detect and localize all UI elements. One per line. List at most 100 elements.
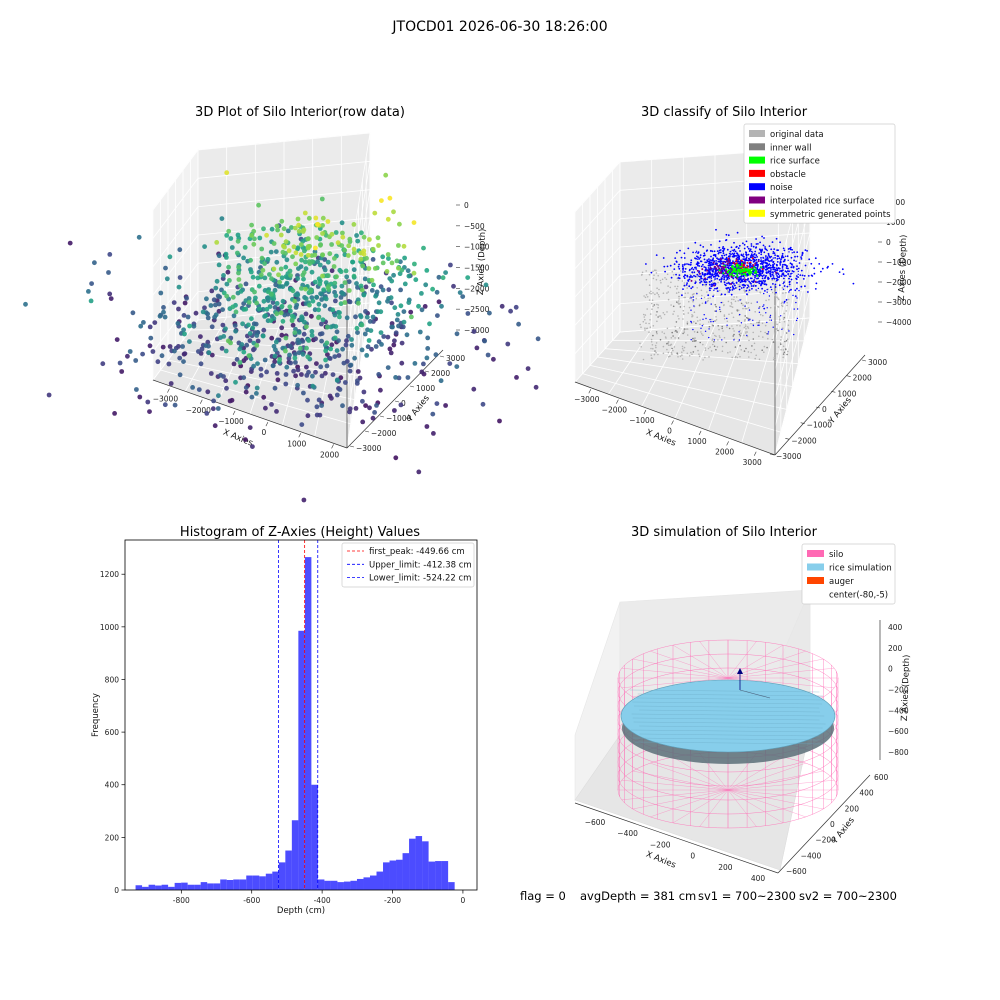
- scatter-point: [220, 307, 226, 312]
- scatter-point-rice: [729, 273, 732, 276]
- scatter-point-noise: [725, 253, 728, 256]
- scatter-point-noise: [732, 249, 735, 252]
- scatter-point-original: [666, 292, 668, 294]
- scatter-point-noise: [710, 255, 712, 258]
- scatter-point-original: [747, 351, 750, 353]
- scatter-point-noise: [695, 268, 698, 270]
- scatter-point: [223, 348, 229, 354]
- scatter-point: [259, 246, 265, 252]
- scatter-point: [161, 305, 166, 310]
- scatter-point: [86, 289, 91, 294]
- scatter-point: [372, 410, 377, 415]
- scatter-point: [385, 252, 391, 257]
- scatter-point: [272, 385, 278, 391]
- scatter-point-original: [758, 320, 761, 322]
- scatter-point-original: [712, 281, 714, 284]
- scatter-point-rice: [737, 268, 740, 271]
- grid-line: [574, 232, 811, 371]
- scatter-point: [480, 401, 486, 407]
- scatter-point: [273, 339, 279, 345]
- scatter-point-original: [707, 347, 710, 350]
- scatter-point: [107, 252, 113, 257]
- scatter-point-noise: [761, 277, 764, 280]
- y-tick: [379, 415, 385, 418]
- scatter-point-original: [696, 287, 698, 289]
- scatter-point: [345, 333, 351, 339]
- scatter-point-noise: [778, 257, 781, 260]
- scatter-point-noise: [736, 231, 739, 234]
- scatter-point-original: [719, 336, 721, 339]
- histogram-bar: [278, 862, 286, 890]
- scatter-point-noise: [735, 255, 738, 257]
- scatter-point-original: [682, 349, 685, 352]
- scatter-point-original: [650, 302, 653, 305]
- scatter-point: [119, 369, 125, 374]
- scatter-point-original: [672, 313, 674, 315]
- scatter-point-interp: [722, 262, 725, 265]
- scatter-point: [287, 343, 293, 349]
- scatter-point-original: [787, 298, 790, 301]
- scatter-point: [293, 292, 299, 298]
- scatter-point: [355, 238, 361, 244]
- scatter-point-noise: [756, 281, 759, 283]
- scatter-point-original: [652, 292, 654, 294]
- scatter-point-noise: [690, 259, 693, 262]
- scatter-point-original: [652, 277, 655, 280]
- scatter-point-noise: [724, 258, 727, 261]
- scatter-point-original: [745, 328, 747, 330]
- scatter-point-original: [723, 336, 726, 339]
- scatter-point: [145, 399, 151, 405]
- scatter-point: [248, 269, 254, 275]
- legend-swatch: [749, 169, 765, 177]
- scatter-point-rice: [750, 268, 753, 270]
- scatter-point-original: [732, 316, 735, 319]
- scatter-point-original: [771, 279, 773, 282]
- scatter-point: [425, 335, 431, 341]
- scatter-point: [327, 251, 333, 257]
- y-tick: [424, 370, 430, 373]
- scatter-point: [261, 298, 267, 304]
- scatter-point-noise: [735, 245, 738, 248]
- x-tick-label: −600: [585, 818, 606, 827]
- scatter-point: [303, 286, 308, 292]
- scatter-point-wall: [785, 348, 787, 351]
- scatter-point: [433, 352, 439, 358]
- scatter-point: [226, 228, 232, 234]
- scatter-point-original: [684, 296, 686, 299]
- scatter-point-original: [685, 328, 687, 330]
- scatter-point-original: [780, 349, 782, 351]
- scatter-point-noise: [750, 254, 752, 257]
- scatter-point-original: [732, 327, 734, 330]
- scatter-point: [361, 292, 367, 298]
- scatter-point-noise: [755, 285, 757, 287]
- scatter-point-noise: [772, 252, 774, 255]
- panel3-histogram: -800 -600 -400 -200 0020040060080010001200De…: [91, 539, 478, 916]
- scatter-point-original: [752, 323, 754, 326]
- scatter-point: [372, 210, 378, 216]
- scatter-point-original: [648, 292, 651, 294]
- scatter-point: [193, 310, 199, 316]
- scatter-point: [243, 281, 249, 287]
- silo-spoke: [650, 789, 729, 818]
- scatter-point: [343, 268, 349, 274]
- scatter-point-noise: [807, 275, 810, 277]
- scatter-point: [305, 397, 310, 403]
- scatter-point: [181, 359, 186, 364]
- scatter-point: [313, 336, 318, 342]
- scatter-point: [398, 402, 404, 408]
- scatter-point-rice: [746, 267, 749, 270]
- scatter-point-noise: [664, 270, 666, 273]
- silo-spoke: [727, 756, 784, 791]
- scatter-point-noise: [723, 254, 726, 257]
- scatter-point: [181, 313, 187, 318]
- scatter-point-noise: [726, 274, 728, 277]
- scatter-point-original: [669, 286, 672, 289]
- scatter-point-obstacle: [742, 263, 745, 266]
- scatter-point-noise: [799, 274, 802, 276]
- rice-mesh-line: [632, 737, 820, 741]
- histogram-bar: [252, 875, 260, 890]
- scatter-point-original: [763, 345, 766, 348]
- scatter-point: [394, 317, 400, 323]
- y-tick: [785, 438, 790, 440]
- scatter-point: [138, 323, 144, 329]
